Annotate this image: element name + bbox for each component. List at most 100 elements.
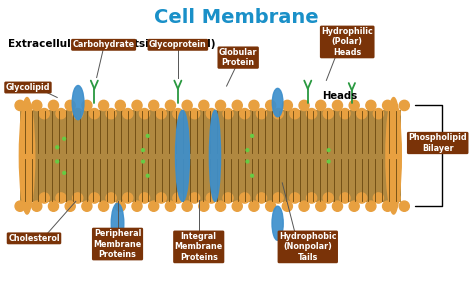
Ellipse shape	[256, 108, 266, 119]
Ellipse shape	[223, 108, 233, 119]
Ellipse shape	[32, 100, 42, 111]
Ellipse shape	[246, 160, 249, 163]
Ellipse shape	[383, 100, 392, 111]
Bar	[20, 110, 401, 202]
Ellipse shape	[356, 193, 367, 203]
Ellipse shape	[366, 201, 376, 211]
Ellipse shape	[19, 98, 35, 214]
Ellipse shape	[142, 149, 145, 152]
Ellipse shape	[251, 174, 254, 177]
Ellipse shape	[39, 108, 49, 119]
Ellipse shape	[349, 201, 359, 211]
Ellipse shape	[316, 201, 326, 211]
Ellipse shape	[149, 201, 159, 211]
Ellipse shape	[232, 201, 242, 211]
Ellipse shape	[327, 160, 330, 163]
Ellipse shape	[132, 201, 142, 211]
Ellipse shape	[173, 193, 183, 203]
Ellipse shape	[123, 193, 133, 203]
Ellipse shape	[332, 201, 343, 211]
Ellipse shape	[240, 193, 250, 203]
Ellipse shape	[173, 108, 183, 119]
Ellipse shape	[156, 108, 166, 119]
Ellipse shape	[199, 201, 209, 211]
Ellipse shape	[165, 100, 175, 111]
Text: Hydrophilic
(Polar)
Heads: Hydrophilic (Polar) Heads	[321, 27, 373, 57]
Ellipse shape	[232, 100, 242, 111]
Ellipse shape	[223, 193, 233, 203]
Ellipse shape	[63, 137, 65, 140]
Ellipse shape	[340, 193, 350, 203]
Text: Cell Membrane: Cell Membrane	[154, 8, 318, 27]
Ellipse shape	[272, 88, 283, 117]
Ellipse shape	[399, 100, 410, 111]
Text: Heads: Heads	[322, 91, 357, 101]
Ellipse shape	[48, 100, 58, 111]
Text: Globular
Protein: Globular Protein	[219, 48, 257, 67]
Ellipse shape	[111, 203, 124, 243]
Text: Glycoprotein: Glycoprotein	[149, 40, 207, 49]
Ellipse shape	[340, 108, 350, 119]
Text: Glycolipid: Glycolipid	[6, 83, 50, 92]
Ellipse shape	[56, 108, 66, 119]
Ellipse shape	[146, 134, 149, 137]
Ellipse shape	[210, 110, 220, 201]
Ellipse shape	[323, 108, 333, 119]
Ellipse shape	[256, 193, 266, 203]
Ellipse shape	[72, 86, 84, 120]
Ellipse shape	[246, 149, 249, 152]
Ellipse shape	[123, 108, 133, 119]
Ellipse shape	[272, 206, 283, 240]
Ellipse shape	[283, 201, 292, 211]
Ellipse shape	[32, 201, 42, 211]
Ellipse shape	[115, 100, 125, 111]
Ellipse shape	[65, 100, 75, 111]
Ellipse shape	[206, 108, 217, 119]
Ellipse shape	[132, 100, 142, 111]
Ellipse shape	[82, 201, 92, 211]
Ellipse shape	[63, 172, 65, 174]
Ellipse shape	[273, 193, 283, 203]
Ellipse shape	[165, 201, 175, 211]
Ellipse shape	[386, 98, 401, 214]
Ellipse shape	[56, 160, 59, 163]
Ellipse shape	[182, 201, 192, 211]
Ellipse shape	[139, 193, 150, 203]
Ellipse shape	[249, 100, 259, 111]
Ellipse shape	[251, 134, 254, 137]
Ellipse shape	[142, 160, 145, 163]
Ellipse shape	[156, 193, 166, 203]
Ellipse shape	[199, 100, 209, 111]
Text: Extracellular side (outside the cell): Extracellular side (outside the cell)	[9, 39, 216, 49]
Ellipse shape	[307, 108, 317, 119]
Ellipse shape	[299, 100, 309, 111]
Ellipse shape	[48, 201, 58, 211]
Ellipse shape	[374, 108, 383, 119]
Ellipse shape	[56, 146, 59, 149]
Ellipse shape	[383, 201, 392, 211]
Ellipse shape	[115, 201, 125, 211]
Ellipse shape	[39, 193, 49, 203]
Ellipse shape	[316, 100, 326, 111]
Ellipse shape	[139, 108, 150, 119]
Ellipse shape	[307, 193, 317, 203]
Ellipse shape	[146, 174, 149, 177]
Ellipse shape	[106, 108, 116, 119]
Ellipse shape	[90, 193, 100, 203]
Ellipse shape	[23, 193, 33, 203]
Ellipse shape	[399, 201, 410, 211]
Ellipse shape	[73, 193, 83, 203]
Text: Integral
Membrane
Proteins: Integral Membrane Proteins	[174, 232, 223, 262]
Ellipse shape	[283, 100, 292, 111]
Ellipse shape	[190, 193, 200, 203]
Ellipse shape	[206, 193, 217, 203]
Text: Carbohydrate: Carbohydrate	[73, 40, 135, 49]
Ellipse shape	[249, 201, 259, 211]
Ellipse shape	[323, 193, 333, 203]
Ellipse shape	[90, 108, 100, 119]
Ellipse shape	[349, 100, 359, 111]
Ellipse shape	[216, 100, 226, 111]
Ellipse shape	[356, 108, 367, 119]
Ellipse shape	[65, 201, 75, 211]
Ellipse shape	[15, 100, 25, 111]
